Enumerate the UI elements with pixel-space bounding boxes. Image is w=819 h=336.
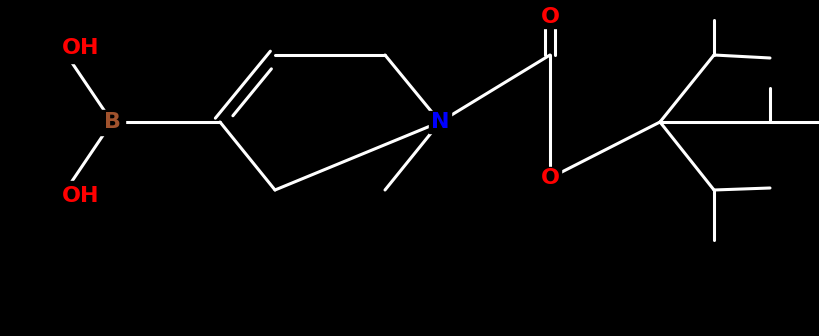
Text: O: O	[541, 168, 559, 188]
Text: B: B	[103, 112, 120, 132]
Text: N: N	[431, 112, 450, 132]
Text: OH: OH	[62, 38, 99, 58]
Text: OH: OH	[62, 186, 99, 206]
Text: O: O	[541, 7, 559, 27]
